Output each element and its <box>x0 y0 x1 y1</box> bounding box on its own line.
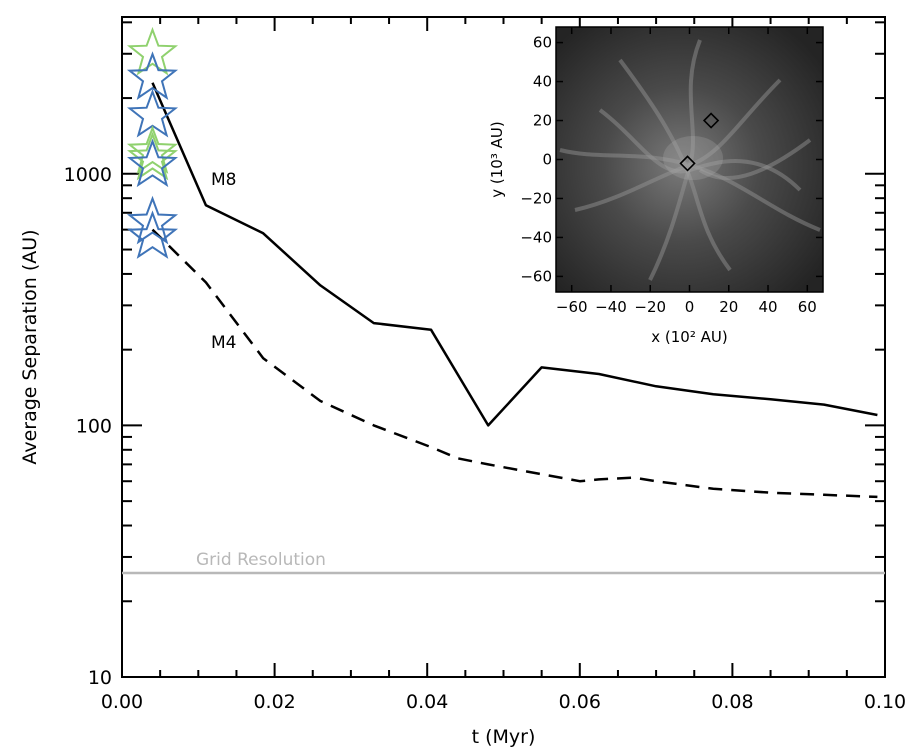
density-core <box>663 136 723 180</box>
x-tick-label: 0.08 <box>711 691 753 713</box>
inset-y-tick-label: −40 <box>520 228 552 246</box>
inset-y-tick-label: 0 <box>542 151 552 169</box>
star-marker <box>126 138 179 188</box>
star-marker <box>126 131 179 181</box>
inset-x-tick-label: −40 <box>595 298 627 316</box>
inset-x-axis-label: x (10² AU) <box>651 328 727 346</box>
main-plot: 0.00 0.02 0.04 0.06 0.08 0.10 10 100 1000 t (Myr)… <box>19 16 906 748</box>
series-label-m8: M8 <box>211 170 236 190</box>
series-line-m8 <box>151 82 878 427</box>
inset-x-tick-label: 40 <box>758 298 777 316</box>
grid-resolution-label: Grid Resolution <box>196 550 326 570</box>
x-tick-label: 0.10 <box>864 691 906 713</box>
inset-y-tick-label: 40 <box>533 73 552 91</box>
density-map <box>556 27 823 292</box>
inset-y-tick-label: −60 <box>520 267 552 285</box>
star-marker <box>126 51 179 100</box>
density-filament <box>648 39 702 281</box>
x-tick-label: 0.04 <box>406 691 448 713</box>
inset-y-tick-label: 60 <box>533 34 552 52</box>
inset-x-tick-label: 20 <box>719 298 738 316</box>
x-tick-label: 0.02 <box>253 691 295 713</box>
series-label-m4: M4 <box>211 333 236 353</box>
x-tick-label: 0.00 <box>101 691 143 713</box>
inset-point-diamond <box>702 112 720 129</box>
density-filament <box>698 138 812 180</box>
y-axis-label: Average Separation (AU) <box>19 229 41 464</box>
inset-y-tick-label: 20 <box>533 112 552 130</box>
star-marker <box>126 26 179 76</box>
x-axis-label: t (Myr) <box>472 726 536 748</box>
star-marker <box>126 210 179 259</box>
inset-point-diamond <box>679 155 696 172</box>
inset-plot: −60 −40 −20 0 20 40 60 −60 −40 −20 0 20 40 60 x (10² A… <box>488 26 824 346</box>
inset-x-tick-label: 0 <box>685 298 695 316</box>
y-tick-label: 1000 <box>64 164 112 186</box>
y-tick-label: 100 <box>76 415 112 437</box>
inset-x-tick-label: −60 <box>556 298 588 316</box>
x-tick-label: 0.06 <box>559 691 601 713</box>
inset-x-tick-label: 60 <box>798 298 817 316</box>
density-filament <box>574 78 782 212</box>
star-marker <box>126 195 179 245</box>
y-tick-label: 10 <box>88 667 112 689</box>
density-filament <box>598 108 802 192</box>
density-filament <box>618 58 732 272</box>
density-filament <box>559 148 821 232</box>
star-marker <box>126 125 179 174</box>
inset-y-axis-label: y (10³ AU) <box>488 121 506 197</box>
inset-x-tick-label: −20 <box>634 298 666 316</box>
series-line-m4 <box>151 228 878 499</box>
inset-y-tick-label: −20 <box>520 189 552 207</box>
